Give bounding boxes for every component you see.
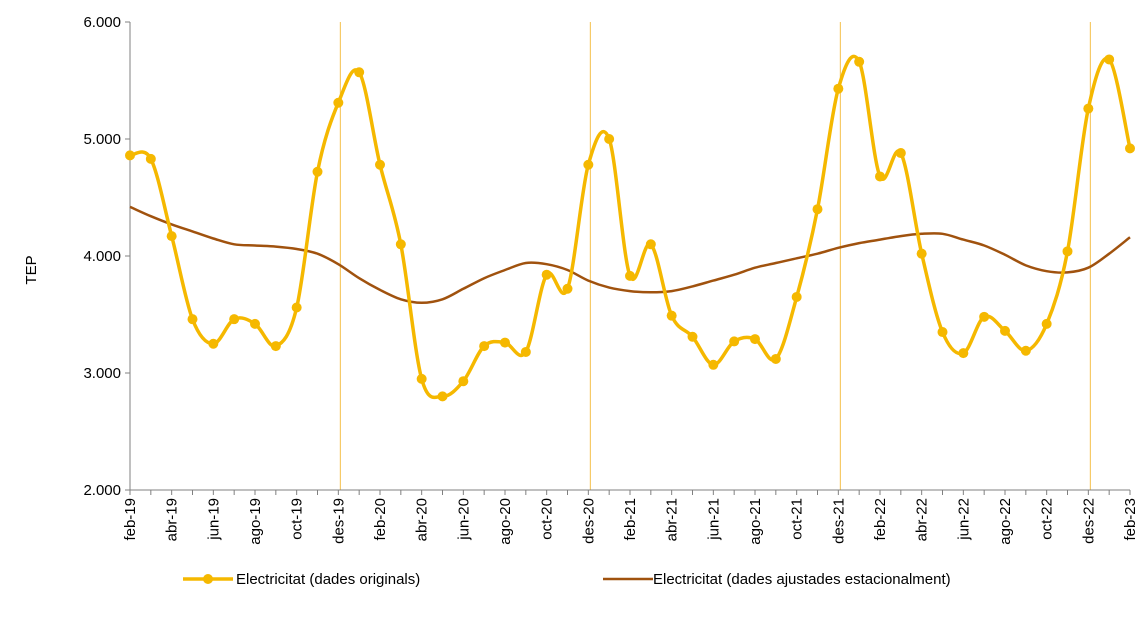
data-point-originals (416, 373, 427, 384)
data-point-originals (583, 159, 594, 170)
data-point-originals (1125, 143, 1135, 154)
legend-label-adjusted: Electricitat (dades ajustades estacional… (653, 571, 951, 588)
data-point-originals (229, 314, 240, 325)
y-tick-label: 3.000 (83, 365, 121, 382)
x-tick-label: feb-22 (872, 498, 889, 541)
x-tick-label: ago-19 (247, 498, 264, 545)
data-point-originals (520, 346, 531, 357)
y-tick-label: 6.000 (83, 14, 121, 31)
data-point-originals (312, 166, 323, 177)
data-point-originals (395, 239, 406, 250)
data-point-originals (479, 341, 490, 352)
x-tick-label: des-19 (330, 498, 347, 544)
y-tick-label: 4.000 (83, 248, 121, 265)
data-point-originals (145, 153, 156, 164)
data-point-originals (875, 171, 885, 182)
data-point-originals (833, 83, 844, 94)
x-tick-label: ago-22 (997, 498, 1014, 545)
legend: Electricitat (dades originals) Electricit… (183, 571, 951, 588)
x-tick-label: abr-20 (414, 498, 431, 541)
data-point-originals (500, 337, 510, 348)
data-point-originals (625, 270, 635, 281)
vertical-marker-lines (339, 22, 1091, 490)
data-point-originals (125, 150, 135, 161)
x-tick-label: feb-20 (372, 498, 389, 541)
data-point-originals (208, 338, 219, 349)
x-tick-label: jun-20 (455, 498, 472, 541)
data-point-originals (937, 327, 948, 338)
x-tick-label: jun-21 (705, 498, 722, 541)
x-tick-label: jun-22 (955, 498, 972, 541)
data-point-originals (916, 248, 927, 259)
data-point-originals (458, 376, 469, 387)
data-point-originals (750, 334, 760, 345)
data-point-originals (166, 231, 177, 242)
data-point-originals (729, 336, 740, 347)
data-point-originals (708, 359, 719, 370)
data-point-originals (291, 302, 302, 313)
y-axis-label: TEP (23, 255, 40, 284)
data-point-originals (958, 348, 969, 359)
x-tick-label: oct-19 (289, 498, 306, 540)
x-tick-label: oct-20 (539, 498, 556, 540)
data-point-originals (562, 283, 573, 294)
data-point-originals (666, 310, 677, 321)
x-tick-label: feb-23 (1122, 498, 1139, 541)
x-axis-ticks: feb-19 abr-19 jun-19 ago-19 oct-19 des-19 feb-… (122, 490, 1139, 545)
x-tick-label: jun-19 (205, 498, 222, 541)
x-tick-label: abr-22 (914, 498, 931, 541)
data-point-originals (604, 134, 615, 144)
x-tick-label: ago-21 (747, 498, 764, 545)
data-point-originals (187, 314, 198, 325)
y-tick-label: 2.000 (83, 482, 121, 499)
y-tick-label: 5.000 (83, 131, 121, 148)
data-point-originals (854, 56, 865, 67)
x-tick-label: des-20 (580, 498, 597, 544)
x-tick-label: ago-20 (497, 498, 514, 545)
data-point-originals (437, 391, 448, 402)
data-point-originals (1020, 345, 1031, 356)
data-point-originals (812, 204, 823, 215)
data-point-originals (1000, 325, 1010, 336)
data-point-originals (354, 67, 365, 78)
data-point-originals (791, 291, 802, 302)
legend-label-originals: Electricitat (dades originals) (236, 571, 420, 588)
x-tick-label: des-22 (1080, 498, 1097, 544)
data-point-originals (1062, 246, 1073, 257)
data-point-originals (333, 97, 344, 108)
data-point-originals (541, 269, 552, 280)
x-tick-label: oct-21 (789, 498, 806, 540)
data-point-originals (770, 353, 781, 364)
data-point-originals (895, 148, 906, 159)
data-point-originals (687, 331, 698, 342)
series-line-adjusted (129, 205, 1131, 305)
x-tick-label: abr-19 (164, 498, 181, 541)
data-point-originals (270, 341, 281, 352)
data-point-originals (1104, 54, 1115, 65)
x-tick-label: abr-21 (664, 498, 681, 541)
data-point-originals (375, 159, 385, 170)
x-tick-label: feb-21 (622, 498, 639, 541)
x-tick-label: feb-19 (122, 498, 139, 541)
series-points (125, 54, 1135, 402)
data-point-originals (250, 318, 260, 329)
y-axis-ticks: 2.000 3.000 4.000 5.000 6.000 (83, 14, 130, 499)
data-point-originals (645, 239, 656, 250)
x-tick-label: oct-22 (1039, 498, 1056, 540)
data-point-originals (1041, 318, 1052, 329)
axes (129, 22, 1130, 491)
x-tick-label: des-21 (830, 498, 847, 544)
data-point-originals (979, 311, 990, 322)
data-point-originals (1083, 103, 1094, 114)
legend-marker-originals (203, 574, 213, 584)
